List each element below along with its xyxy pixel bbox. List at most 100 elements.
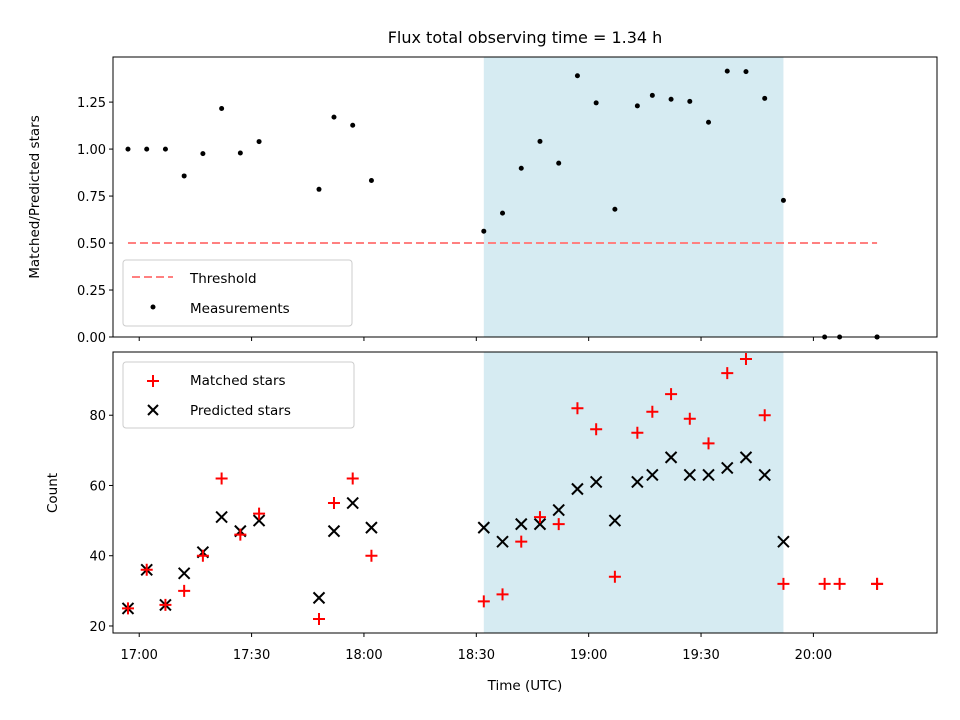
legend-measurements-swatch — [150, 304, 156, 310]
legend-matched-swatch — [147, 375, 159, 387]
matched-star-marker — [552, 518, 565, 531]
measurement-point — [762, 95, 768, 101]
measurement-point — [634, 103, 640, 109]
y-tick-label: 0.50 — [77, 237, 106, 252]
matched-star-marker — [234, 528, 247, 541]
top-legend-box — [122, 259, 353, 327]
bottom-x-axis-ticks: 17:00 17:30 18:00 18:30 19:00 19:30 20:00 — [120, 633, 832, 663]
measurement-point — [219, 105, 225, 111]
predicted-star-marker — [664, 451, 678, 464]
matched-star-marker — [496, 588, 509, 601]
predicted-star-marker — [758, 468, 771, 482]
matched-star-marker — [590, 423, 603, 436]
y-tick-label: 1.25 — [77, 96, 106, 111]
measurement-point — [331, 114, 337, 120]
matched-star-marker — [646, 405, 659, 418]
predicted-star-marker — [721, 461, 734, 475]
measurement-point — [200, 151, 206, 157]
measurement-point — [316, 186, 322, 192]
y-tick-label: 0.75 — [77, 190, 106, 205]
bottom-legend-box — [122, 361, 355, 429]
matched-star-marker — [702, 437, 715, 450]
legend-measurements-label: Measurements — [190, 301, 290, 317]
matched-star-marker — [365, 549, 378, 562]
predicted-star-marker — [477, 521, 491, 534]
predicted-star-marker — [215, 510, 228, 524]
predicted-star-marker — [702, 468, 715, 482]
matched-star-marker — [196, 549, 209, 562]
x-tick-label: 19:00 — [570, 648, 607, 663]
top-panel: 0.00 0.25 0.50 0.75 1.00 1.25 Matched/Predict… — [27, 56, 938, 346]
matched-star-marker — [833, 577, 846, 590]
matched-star-markers — [121, 353, 884, 625]
legend-predicted-swatch — [147, 404, 159, 416]
x-tick-label: 17:00 — [120, 648, 157, 663]
top-legend: Threshold Measurements — [122, 259, 353, 327]
x-tick-label: 18:00 — [345, 648, 382, 663]
matched-star-marker — [818, 577, 831, 590]
chart-title: Flux total observing time = 1.34 h — [388, 28, 663, 47]
measurement-point — [612, 206, 618, 212]
measurement-point — [743, 69, 749, 75]
legend-matched-label: Matched stars — [190, 373, 286, 389]
x-tick-label: 19:30 — [682, 648, 719, 663]
matched-star-marker — [253, 507, 266, 520]
x-tick-label: 20:00 — [795, 648, 832, 663]
predicted-star-marker — [327, 524, 341, 538]
matched-star-marker — [313, 612, 325, 625]
matched-star-marker — [871, 577, 884, 590]
matched-star-marker — [178, 584, 191, 597]
predicted-star-marker — [312, 591, 326, 605]
predicted-star-marker — [631, 475, 644, 489]
matched-star-marker — [665, 388, 678, 401]
matched-star-marker — [215, 472, 228, 485]
matched-star-marker — [327, 497, 340, 510]
predicted-star-marker — [177, 567, 191, 580]
x-tick-label: 17:30 — [233, 648, 270, 663]
measurement-point — [668, 96, 674, 102]
top-plot-frame — [112, 56, 938, 338]
y-tick-label: 1.00 — [77, 143, 106, 158]
matched-star-marker — [758, 409, 771, 422]
measurement-point — [706, 119, 712, 125]
matched-star-marker — [159, 598, 172, 611]
measurement-point — [125, 146, 131, 152]
predicted-star-marker — [739, 451, 753, 464]
measurement-point — [162, 146, 168, 152]
measurement-point — [518, 165, 524, 171]
predicted-star-marker — [252, 514, 266, 527]
bottom-plot-frame — [112, 351, 938, 634]
y-tick-label: 40 — [89, 550, 106, 565]
matched-star-marker — [346, 472, 359, 485]
predicted-star-marker — [515, 517, 528, 531]
matched-star-marker — [477, 595, 490, 608]
y-tick-label: 0.00 — [77, 331, 106, 346]
matched-star-marker — [777, 577, 790, 590]
matched-star-marker — [571, 402, 584, 415]
predicted-star-marker — [533, 517, 547, 531]
matched-star-marker — [533, 511, 546, 524]
matched-star-marker — [739, 353, 752, 366]
matched-star-marker — [631, 426, 644, 439]
top-y-axis-ticks: 0.00 0.25 0.50 0.75 1.00 1.25 — [77, 96, 113, 346]
matched-star-marker — [608, 570, 621, 583]
predicted-star-marker — [365, 521, 378, 534]
top-x-axis-ticks — [138, 337, 814, 341]
predicted-star-marker — [589, 475, 603, 489]
measurement-point — [237, 150, 243, 156]
measurement-point — [537, 138, 543, 144]
matched-star-marker — [140, 563, 153, 576]
bottom-shaded-region — [483, 352, 784, 633]
measurement-point — [500, 210, 506, 216]
predicted-star-marker — [571, 482, 584, 496]
predicted-star-marker — [777, 535, 790, 548]
measurement-point — [368, 177, 374, 183]
measurement-point — [649, 92, 655, 98]
matched-star-marker — [121, 602, 134, 615]
top-shaded-region — [483, 57, 784, 337]
y-tick-label: 60 — [89, 479, 106, 494]
legend-predicted-label: Predicted stars — [190, 403, 291, 419]
legend-threshold-label: Threshold — [189, 271, 257, 287]
